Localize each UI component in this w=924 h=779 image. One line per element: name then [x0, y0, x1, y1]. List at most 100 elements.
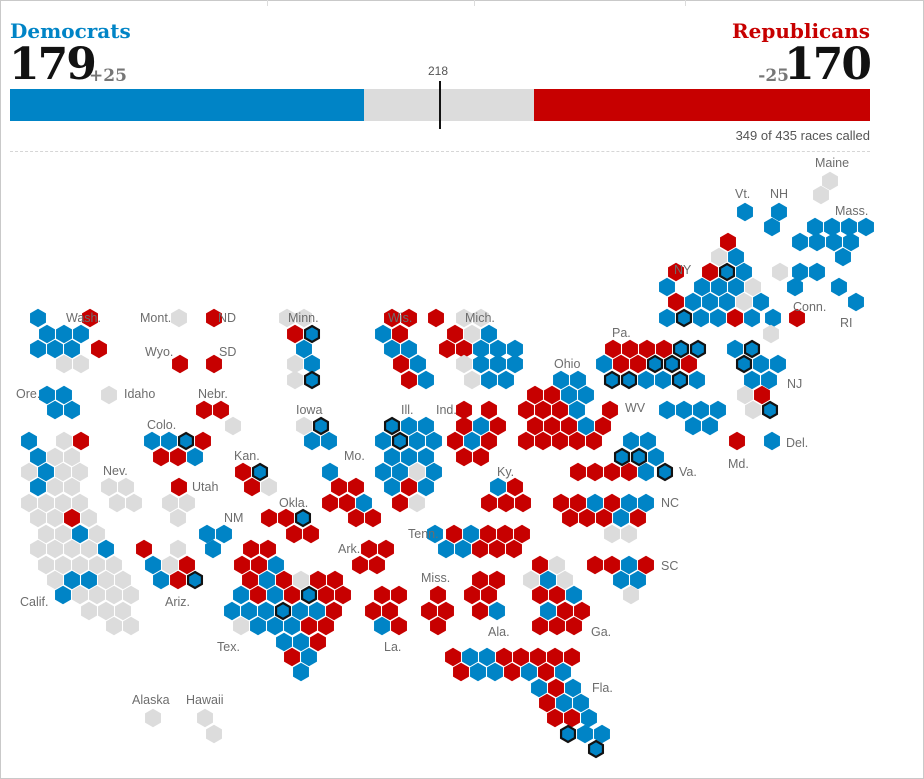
- state-label: Md.: [728, 457, 749, 471]
- rep-seat-hex: [464, 585, 480, 605]
- rep-seat-hex: [754, 385, 770, 405]
- undecided-seat-hex: [736, 292, 752, 312]
- state-label: NY: [674, 263, 692, 277]
- rep-seat-hex: [310, 632, 326, 652]
- top-divider: [685, 0, 686, 6]
- undecided-seat-hex: [737, 385, 753, 405]
- dem-seat-hex: [710, 400, 726, 420]
- dem-seat-hex: [250, 616, 266, 636]
- top-divider: [267, 0, 268, 6]
- rep-seat-hex: [527, 385, 543, 405]
- dem-seat-hex: [216, 524, 232, 544]
- state-label: Alaska: [132, 693, 170, 707]
- dem-seat-hex: [555, 662, 571, 682]
- undecided-seat-hex: [64, 477, 80, 497]
- dem-seat-hex: [309, 601, 325, 621]
- rep-seat-hex: [535, 400, 551, 420]
- dem-seat-hex: [384, 477, 400, 497]
- dem-seat-hex: [241, 601, 257, 621]
- rep-seat-hex: [195, 431, 211, 451]
- undecided-seat-hex: [55, 493, 71, 513]
- undecided-seat-hex: [772, 262, 788, 282]
- rep-party-name: Republicans: [732, 19, 870, 43]
- dem-seat-hex: [587, 493, 603, 513]
- rep-seat-hex: [472, 601, 488, 621]
- dem-seat-hex-flipped: [656, 462, 674, 482]
- rep-seat-hex: [286, 524, 302, 544]
- state-label: SD: [219, 345, 236, 359]
- rep-seat-hex: [489, 570, 505, 590]
- dem-seat-hex: [374, 616, 390, 636]
- undecided-seat-hex: [38, 555, 54, 575]
- undecided-seat-hex: [47, 539, 63, 559]
- state-label: Ark.: [338, 542, 360, 556]
- dem-seat-hex: [98, 539, 114, 559]
- rep-seat-hex: [179, 555, 195, 575]
- rep-seat-hex: [566, 616, 582, 636]
- dem-seat-hex: [464, 431, 480, 451]
- state-label: Ill.: [401, 403, 414, 417]
- dem-seat-hex: [843, 232, 859, 252]
- undecided-seat-hex: [72, 493, 88, 513]
- rep-seat-hex: [82, 308, 98, 328]
- state-label: Del.: [786, 436, 808, 450]
- rep-seat-hex: [244, 477, 260, 497]
- rep-seat-hex: [595, 416, 611, 436]
- state-label: Ky.: [497, 465, 514, 479]
- rep-seat-hex: [206, 354, 222, 374]
- rep-seat-hex: [789, 308, 805, 328]
- dem-seat-hex: [418, 416, 434, 436]
- dem-seat-hex: [685, 292, 701, 312]
- rep-seat-hex: [261, 508, 277, 528]
- dem-seat-hex: [765, 308, 781, 328]
- races-called-text: 349 of 435 races called: [735, 128, 870, 143]
- rep-seat-hex: [518, 400, 534, 420]
- state-label: La.: [384, 640, 401, 654]
- rep-seat-hex: [587, 555, 603, 575]
- state-label: Ala.: [488, 625, 510, 639]
- dem-seat-hex-flipped: [300, 585, 318, 605]
- dem-seat-hex: [659, 308, 675, 328]
- dem-seat-hex: [638, 493, 654, 513]
- state-label: NH: [770, 187, 788, 201]
- dem-seat-hex: [736, 262, 752, 282]
- undecided-seat-hex: [106, 616, 122, 636]
- top-divider: [474, 0, 475, 6]
- rep-seat-hex: [250, 585, 266, 605]
- undecided-seat-hex: [30, 539, 46, 559]
- rep-seat-hex: [392, 493, 408, 513]
- dem-seat-hex: [392, 462, 408, 482]
- rep-seat-hex: [579, 508, 595, 528]
- dem-seat-change: +25: [89, 66, 127, 86]
- undecided-seat-hex: [47, 508, 63, 528]
- state-label: Minn.: [288, 311, 319, 325]
- undecided-seat-hex: [621, 524, 637, 544]
- rep-seat-hex: [656, 339, 672, 359]
- rep-seat-hex: [570, 462, 586, 482]
- rep-seat-hex: [327, 570, 343, 590]
- undecided-seat-hex: [464, 370, 480, 390]
- undecided-seat-hex: [56, 431, 72, 451]
- rep-seat-hex: [284, 585, 300, 605]
- undecided-seat-hex: [464, 324, 480, 344]
- undecided-seat-hex: [123, 616, 139, 636]
- rep-seat-hex: [535, 431, 551, 451]
- undecided-seat-hex: [81, 539, 97, 559]
- rep-seat-hex: [456, 400, 472, 420]
- dem-seat-hex: [375, 431, 391, 451]
- rep-seat-hex: [335, 585, 351, 605]
- rep-seat-hex: [278, 508, 294, 528]
- dem-seat-hex: [470, 662, 486, 682]
- dem-seat-hex: [258, 601, 274, 621]
- rep-seat-hex: [538, 662, 554, 682]
- rep-seat-hex: [681, 354, 697, 374]
- rep-seat-hex: [453, 662, 469, 682]
- dem-seat-hex: [153, 570, 169, 590]
- rep-seat-hex: [539, 693, 555, 713]
- dem-seat-hex-flipped: [620, 370, 638, 390]
- rep-seat-hex: [547, 647, 563, 667]
- dem-seat-hex-flipped: [603, 370, 621, 390]
- rep-seat-hex: [171, 477, 187, 497]
- undecided-seat-hex: [623, 585, 639, 605]
- rep-seat-hex: [170, 570, 186, 590]
